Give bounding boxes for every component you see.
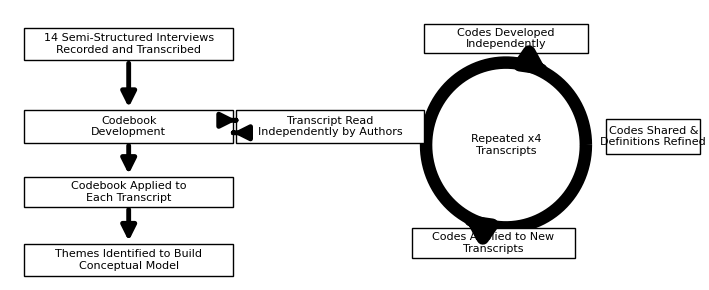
Text: Codes Applied to New
Transcripts: Codes Applied to New Transcripts xyxy=(432,232,554,254)
Text: Codes Shared &
Definitions Refined: Codes Shared & Definitions Refined xyxy=(601,126,706,147)
Text: Codebook
Development: Codebook Development xyxy=(91,116,166,137)
FancyBboxPatch shape xyxy=(24,110,233,143)
Text: Themes Identified to Build
Conceptual Model: Themes Identified to Build Conceptual Mo… xyxy=(55,249,202,271)
FancyBboxPatch shape xyxy=(24,177,233,207)
Text: Repeated x4
Transcripts: Repeated x4 Transcripts xyxy=(471,134,541,156)
FancyBboxPatch shape xyxy=(412,228,575,258)
FancyBboxPatch shape xyxy=(236,110,424,143)
Text: Codes Developed
Independently: Codes Developed Independently xyxy=(457,28,554,49)
FancyBboxPatch shape xyxy=(424,24,588,52)
FancyBboxPatch shape xyxy=(24,28,233,60)
FancyBboxPatch shape xyxy=(24,244,233,276)
FancyBboxPatch shape xyxy=(606,119,700,153)
Text: Codebook Applied to
Each Transcript: Codebook Applied to Each Transcript xyxy=(71,181,186,203)
Text: Transcript Read
Independently by Authors: Transcript Read Independently by Authors xyxy=(258,116,403,137)
Text: 14 Semi-Structured Interviews
Recorded and Transcribed: 14 Semi-Structured Interviews Recorded a… xyxy=(44,33,213,55)
